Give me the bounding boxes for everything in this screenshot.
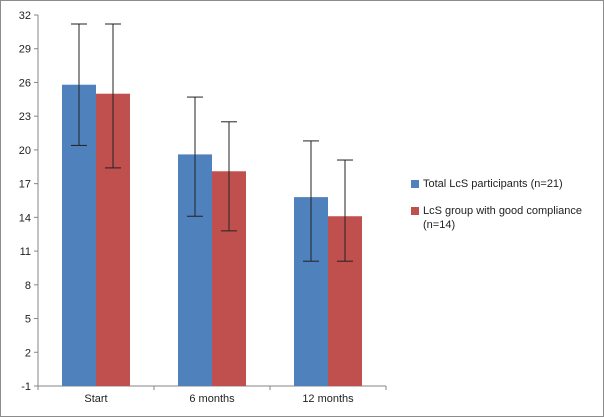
- y-tick-label: 8: [25, 280, 31, 292]
- y-tick-label: 17: [19, 179, 31, 191]
- legend-swatch-series-2: [411, 207, 419, 215]
- legend: Total LcS participants (n=21) LcS group …: [411, 177, 601, 245]
- legend-label-series-2: LcS group with good compliance (n=14): [423, 205, 582, 231]
- legend-item-series-2: LcS group with good compliance (n=14): [411, 204, 601, 232]
- y-tick-label: 32: [19, 10, 31, 22]
- x-axis-ticks: Start 6 months 12 months: [37, 386, 387, 405]
- y-tick-label: -1: [21, 381, 31, 393]
- x-tick-label: 6 months: [189, 393, 235, 405]
- error-bars: [71, 23, 353, 262]
- y-tick-label: 26: [19, 77, 31, 89]
- y-tick-label: 2: [25, 347, 31, 359]
- legend-swatch-series-1: [411, 180, 419, 188]
- y-tick-label: 14: [19, 212, 31, 224]
- y-tick-label: 5: [25, 314, 31, 326]
- y-tick-label: 11: [20, 246, 31, 258]
- x-tick-label: 12 months: [302, 393, 354, 405]
- y-tick-label: 29: [19, 44, 31, 56]
- x-tick-label: Start: [84, 393, 107, 405]
- y-axis-ticks: -1 2 5 8 11 14 17 20 23 26 29 32: [19, 10, 38, 393]
- legend-item-series-1: Total LcS participants (n=21): [411, 177, 601, 191]
- y-tick-label: 20: [19, 145, 31, 157]
- bars: [62, 84, 362, 387]
- legend-label-series-1: Total LcS participants (n=21): [423, 178, 563, 190]
- y-tick-label: 23: [19, 111, 31, 123]
